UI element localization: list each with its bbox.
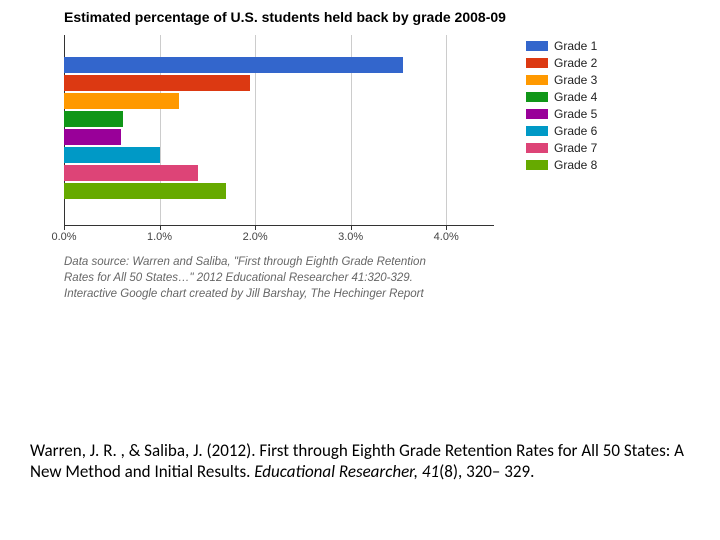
x-tick-mark [255, 225, 256, 230]
plot-area [64, 35, 494, 225]
grid-line [446, 35, 447, 225]
legend-swatch [526, 92, 548, 102]
legend-item: Grade 8 [526, 158, 597, 172]
legend-swatch [526, 41, 548, 51]
legend-item: Grade 2 [526, 56, 597, 70]
legend-swatch [526, 143, 548, 153]
legend-item: Grade 4 [526, 90, 597, 104]
legend-label: Grade 4 [554, 90, 597, 104]
source-line: Interactive Google chart created by Jill… [64, 286, 494, 302]
legend-label: Grade 7 [554, 141, 597, 155]
x-tick-mark [64, 225, 65, 230]
legend-label: Grade 3 [554, 73, 597, 87]
legend-swatch [526, 58, 548, 68]
legend-label: Grade 5 [554, 107, 597, 121]
legend-item: Grade 1 [526, 39, 597, 53]
source-line: Rates for All 50 States…" 2012 Education… [64, 270, 494, 286]
x-tick-label: 1.0% [147, 231, 172, 243]
legend-item: Grade 6 [526, 124, 597, 138]
legend: Grade 1 Grade 2 Grade 3 Grade 4 Grade 5 Grade… [526, 39, 597, 175]
data-source-note: Data source: Warren and Saliba, "First t… [64, 254, 494, 302]
legend-swatch [526, 160, 548, 170]
chart-title: Estimated percentage of U.S. students he… [64, 8, 664, 27]
citation-suffix: (8), 320– 329. [439, 461, 534, 482]
bar [64, 75, 250, 91]
legend-item: Grade 3 [526, 73, 597, 87]
legend-item: Grade 5 [526, 107, 597, 121]
source-line: Data source: Warren and Saliba, "First t… [64, 254, 494, 270]
bar [64, 129, 121, 145]
legend-label: Grade 1 [554, 39, 597, 53]
x-tick-label: 0.0% [51, 231, 76, 243]
legend-swatch [526, 75, 548, 85]
legend-item: Grade 7 [526, 141, 597, 155]
x-tick-label: 4.0% [434, 231, 459, 243]
bar [64, 147, 160, 163]
x-tick-mark [446, 225, 447, 230]
x-tick-mark [160, 225, 161, 230]
legend-swatch [526, 126, 548, 136]
legend-label: Grade 6 [554, 124, 597, 138]
bar [64, 165, 198, 181]
x-tick-label: 2.0% [243, 231, 268, 243]
chart-body: 0.0%1.0%2.0%3.0%4.0% Grade 1Grade 2Grade… [64, 35, 664, 250]
x-tick-mark [351, 225, 352, 230]
citation-journal: Educational Researcher, 41 [254, 461, 439, 482]
bar [64, 93, 179, 109]
chart-container: Estimated percentage of U.S. students he… [64, 8, 664, 302]
x-tick-label: 3.0% [338, 231, 363, 243]
plot: 0.0%1.0%2.0%3.0%4.0% [64, 35, 494, 250]
bar [64, 57, 403, 73]
legend-label: Grade 8 [554, 158, 597, 172]
bar [64, 111, 123, 127]
legend-label: Grade 2 [554, 56, 597, 70]
x-axis: 0.0%1.0%2.0%3.0%4.0% [64, 225, 494, 250]
citation-text: Warren, J. R. , & Saliba, J. (2012). Fir… [30, 440, 690, 483]
legend-swatch [526, 109, 548, 119]
bar [64, 183, 226, 199]
